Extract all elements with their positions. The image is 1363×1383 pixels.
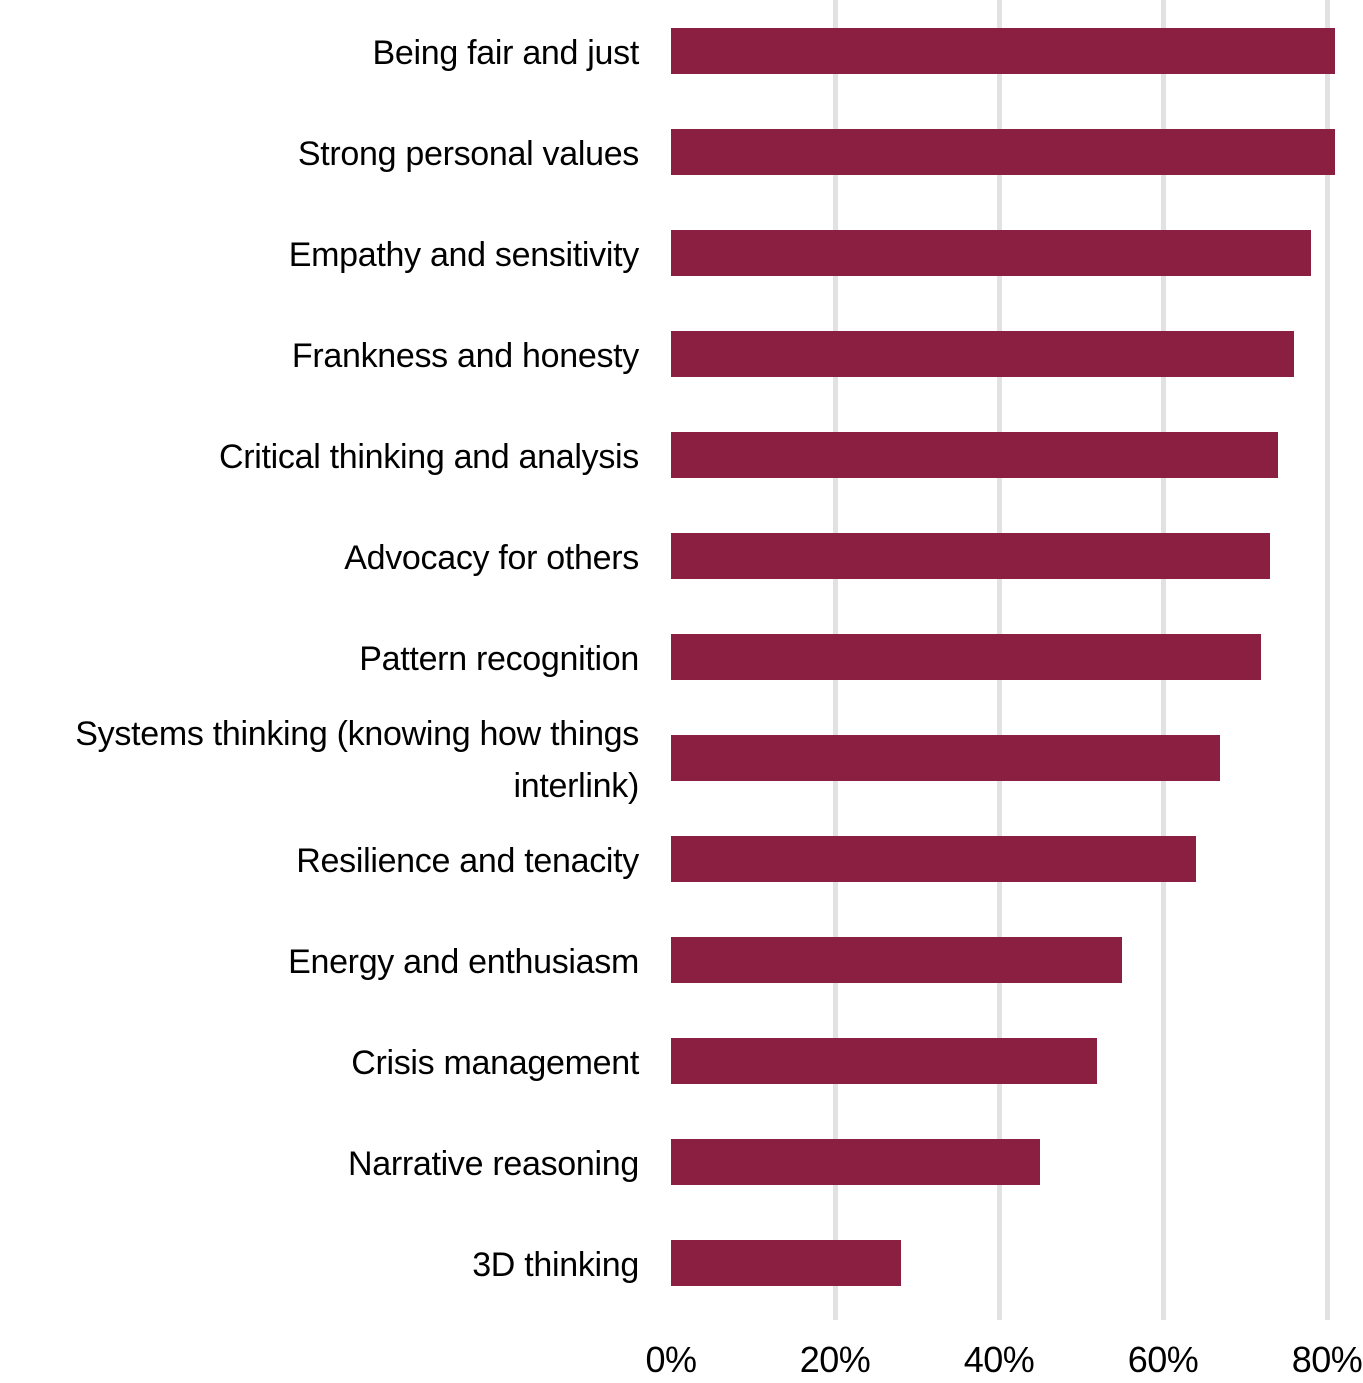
bar (671, 836, 1196, 882)
bar-row (671, 1111, 1355, 1212)
bar-row (671, 303, 1355, 404)
bar-rows (671, 0, 1355, 1320)
bar (671, 432, 1278, 478)
bar (671, 331, 1295, 377)
bar (671, 533, 1270, 579)
gridline-80% (1325, 0, 1330, 1320)
category-label: Advocacy for others (344, 539, 639, 577)
bar (671, 1038, 1098, 1084)
bar (671, 937, 1122, 983)
plot-area (671, 0, 1355, 1320)
category-axis-labels: Being fair and just Strong personal value… (0, 0, 655, 1320)
category-label: 3D thinking (472, 1246, 639, 1284)
bar (671, 129, 1336, 175)
x-tick-label: 40% (963, 1339, 1035, 1380)
bar (671, 230, 1311, 276)
bar-row (671, 1212, 1355, 1313)
bar-row (671, 0, 1355, 101)
bar-row (671, 404, 1355, 505)
category-label: Critical thinking and analysis (219, 438, 639, 476)
x-tick-label: 20% (799, 1339, 871, 1380)
x-tick-label: 0% (645, 1339, 697, 1380)
bar-row (671, 505, 1355, 606)
category-label: Crisis management (351, 1044, 639, 1082)
bar-row (671, 101, 1355, 202)
bar-row (671, 808, 1355, 909)
category-label: Pattern recognition (359, 640, 639, 678)
category-label: Narrative reasoning (347, 1145, 639, 1183)
category-label: Frankness and honesty (291, 337, 639, 375)
bar (671, 28, 1336, 74)
category-label: Being fair and just (372, 34, 640, 72)
bar-row (671, 909, 1355, 1010)
x-tick-label: 60% (1127, 1339, 1199, 1380)
bar (671, 634, 1262, 680)
category-label: Resilience and tenacity (296, 842, 639, 880)
bar-row (671, 1010, 1355, 1111)
category-label: Strong personal values (297, 135, 639, 173)
value-axis: 0% 20% 40% 60% 80% (645, 1320, 1362, 1383)
category-label: Systems thinking (knowing how things int… (75, 715, 639, 805)
category-label: Energy and enthusiasm (288, 943, 639, 981)
bar-row (671, 707, 1355, 808)
x-tick-label: 80% (1291, 1339, 1363, 1380)
bar-row (671, 606, 1355, 707)
bar (671, 1139, 1040, 1185)
bar-row (671, 202, 1355, 303)
bar (671, 1240, 901, 1286)
bar (671, 735, 1221, 781)
category-label: Empathy and sensitivity (288, 236, 640, 274)
